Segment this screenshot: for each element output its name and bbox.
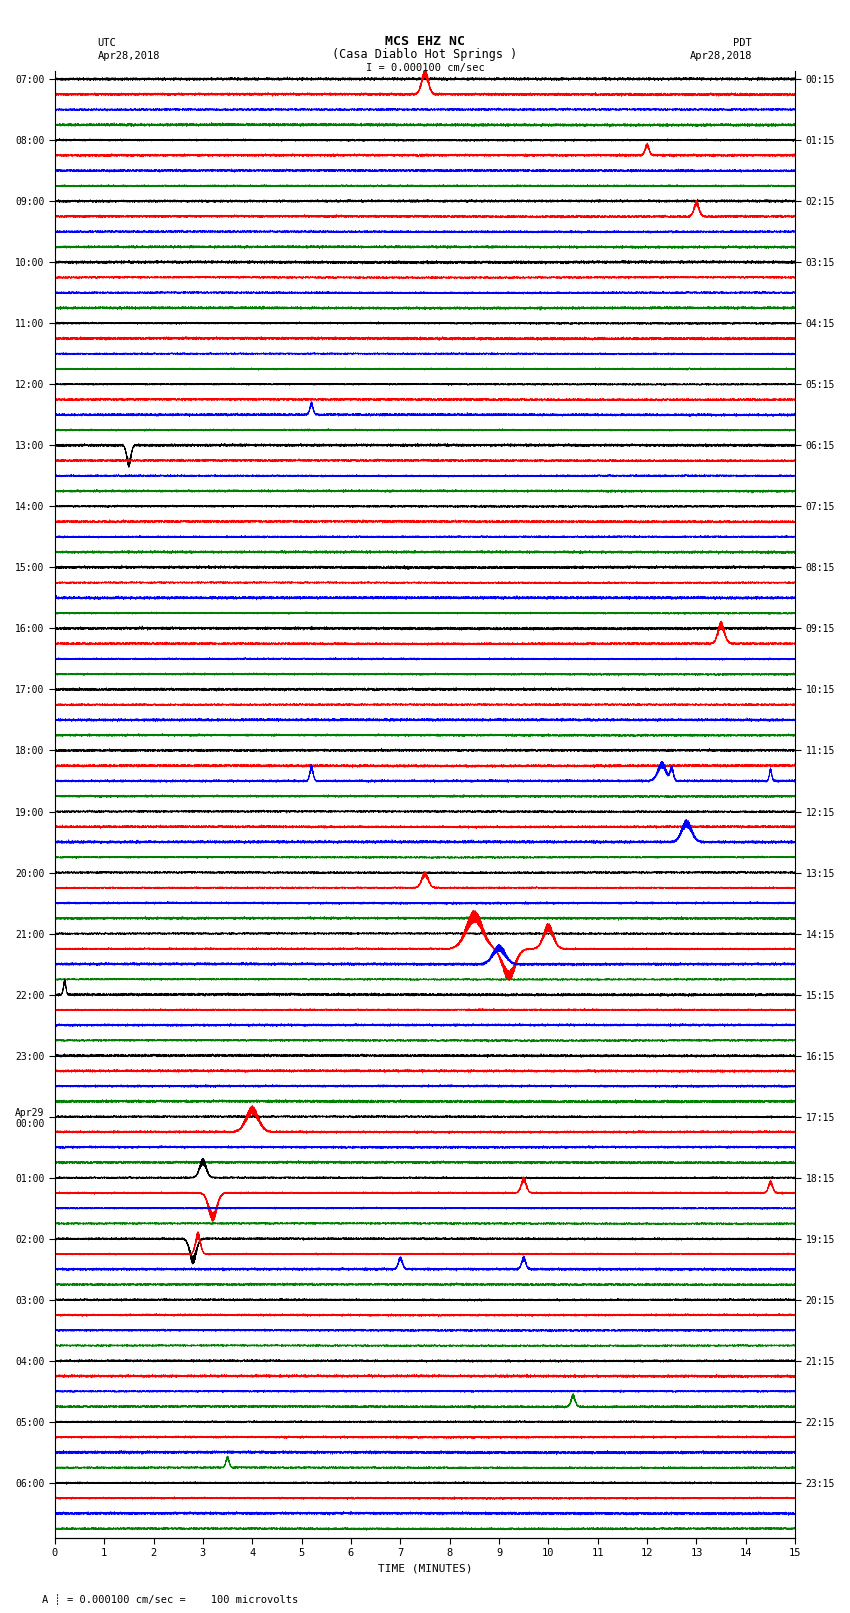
Text: A ┊ = 0.000100 cm/sec =    100 microvolts: A ┊ = 0.000100 cm/sec = 100 microvolts [42,1594,298,1605]
Text: Apr28,2018: Apr28,2018 [98,52,161,61]
Text: (Casa Diablo Hot Springs ): (Casa Diablo Hot Springs ) [332,48,518,61]
Text: PDT: PDT [734,39,752,48]
Text: MCS EHZ NC: MCS EHZ NC [385,35,465,48]
Text: UTC: UTC [98,39,116,48]
Text: I = 0.000100 cm/sec: I = 0.000100 cm/sec [366,63,484,73]
Text: Apr28,2018: Apr28,2018 [689,52,752,61]
X-axis label: TIME (MINUTES): TIME (MINUTES) [377,1565,473,1574]
